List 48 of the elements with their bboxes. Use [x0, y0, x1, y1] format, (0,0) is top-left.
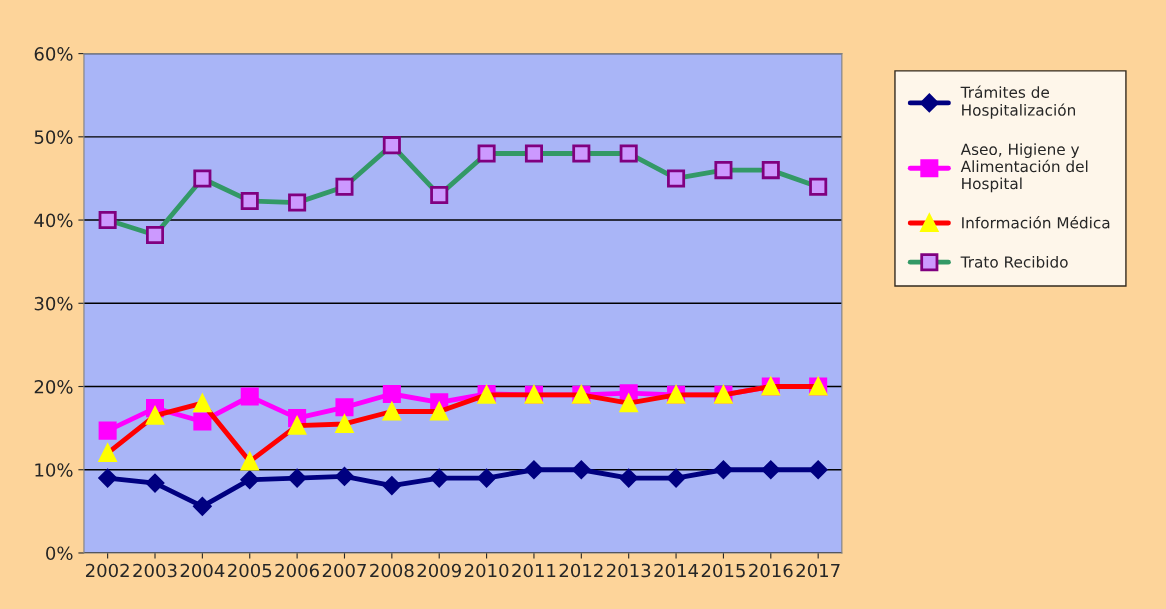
x-tick-label: 2006 [275, 563, 319, 578]
point [666, 468, 686, 488]
y-tick-label: 50% [34, 130, 73, 144]
x-tick-label: 2015 [701, 563, 745, 578]
x-tick-label: 2012 [559, 563, 603, 578]
point [335, 398, 354, 417]
point [477, 468, 496, 488]
point [572, 460, 591, 479]
x-tick-label: 2011 [512, 563, 556, 578]
x-tick-label: 2009 [417, 563, 461, 578]
x-tick-label: 2002 [85, 563, 129, 578]
x-tick-label: 2004 [180, 563, 225, 578]
point [335, 467, 354, 486]
point [193, 412, 212, 431]
point [240, 387, 259, 406]
y-tick-label: 10% [35, 463, 73, 477]
x-tick-label: 2008 [370, 563, 414, 578]
point [761, 460, 781, 479]
point [287, 468, 307, 488]
point [193, 497, 212, 516]
y-tick-label: 0% [46, 546, 73, 561]
y-tick-label: 60% [34, 47, 73, 61]
x-tick-label: 2017 [796, 563, 840, 578]
y-tick-label: 40% [34, 213, 73, 228]
x-tick-label: 2013 [607, 563, 651, 578]
x-tick-label: 2014 [654, 563, 699, 578]
legend-label: Trato Recibido [960, 255, 1068, 268]
point [619, 468, 638, 488]
point [808, 460, 828, 479]
y-tick-label: 20% [34, 379, 73, 394]
x-tick-label: 2007 [322, 563, 366, 578]
point [98, 468, 117, 488]
legend-label: Trámites de Hospitalización [960, 85, 1075, 119]
point [98, 421, 117, 440]
point [714, 460, 733, 479]
point [524, 460, 544, 479]
x-tick-label: 2005 [228, 563, 272, 578]
point [382, 476, 402, 495]
point [429, 468, 449, 488]
point [145, 473, 165, 493]
x-tick-label: 2003 [133, 563, 177, 578]
y-tick-label: 30% [34, 296, 73, 311]
point [382, 384, 401, 404]
legend-label: Información Médica [962, 216, 1110, 229]
x-tick-label: 2016 [749, 563, 793, 578]
x-tick-label: 2010 [464, 563, 509, 578]
legend-label: Aseo, Higiene y Alimentación del Hospital [960, 143, 1088, 193]
point [240, 470, 259, 489]
